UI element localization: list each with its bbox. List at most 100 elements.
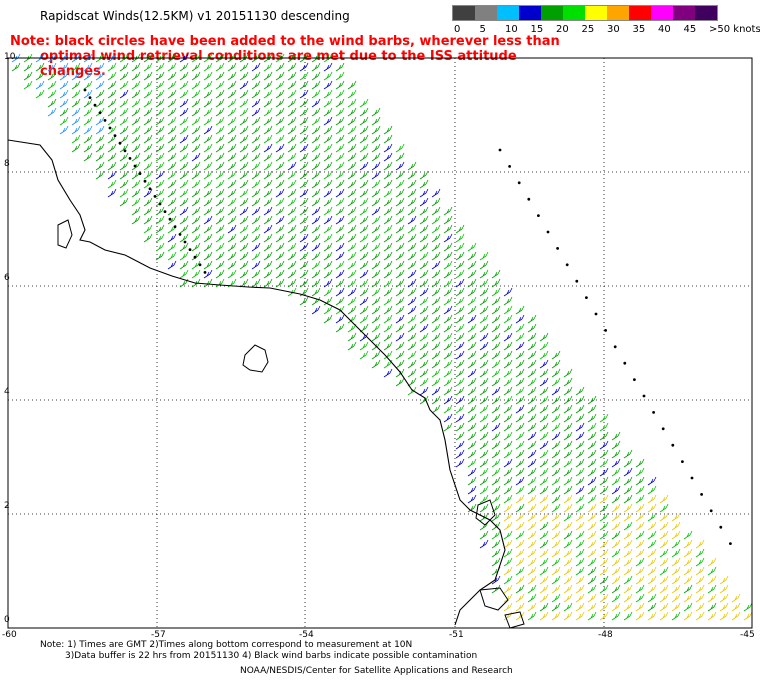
wind-barb	[191, 62, 201, 72]
contamination-dot	[148, 187, 152, 191]
wind-barb	[299, 206, 309, 216]
wind-barb	[359, 152, 369, 162]
wind-barb	[119, 188, 129, 198]
contamination-dot	[633, 378, 636, 381]
wind-barb	[419, 224, 429, 234]
wind-barb	[635, 602, 645, 612]
wind-barb	[299, 260, 309, 270]
latitude-label: 4	[4, 387, 10, 397]
wind-barb	[119, 143, 129, 153]
wind-barb	[479, 377, 489, 387]
wind-barb	[443, 305, 453, 315]
wind-barb	[503, 323, 513, 333]
legend-swatch	[563, 6, 585, 20]
wind-barb	[407, 179, 417, 189]
wind-barb	[179, 89, 189, 99]
wind-barb	[407, 188, 417, 198]
wind-barb	[575, 440, 585, 450]
map-frame	[7, 57, 753, 629]
wind-barb	[407, 251, 417, 261]
wind-barb	[95, 170, 105, 180]
wind-barb	[335, 260, 345, 270]
wind-barb	[491, 503, 501, 513]
wind-barb	[191, 107, 201, 117]
wind-barb	[371, 323, 381, 333]
wind-barb	[695, 611, 705, 621]
wind-barb	[347, 125, 357, 135]
wind-barb	[251, 242, 261, 252]
wind-barb	[407, 368, 417, 378]
wind-barb	[539, 521, 549, 531]
wind-barb	[431, 233, 441, 243]
wind-barb	[311, 224, 321, 234]
wind-barb	[635, 521, 645, 531]
wind-barb	[539, 386, 549, 396]
wind-barb	[731, 611, 741, 621]
wind-barb	[575, 449, 585, 459]
wind-barb	[359, 278, 369, 288]
wind-barb	[671, 557, 681, 567]
wind-barb	[179, 143, 189, 153]
contamination-dot	[652, 411, 655, 414]
wind-barb	[167, 107, 177, 117]
wind-barb	[575, 530, 585, 540]
wind-barb	[335, 323, 345, 333]
wind-barb	[383, 269, 393, 279]
wind-barb	[215, 269, 225, 279]
wind-barb	[191, 89, 201, 99]
wind-barb	[23, 71, 33, 81]
wind-barb	[539, 332, 549, 342]
wind-barb	[203, 143, 213, 153]
wind-barb	[527, 575, 537, 585]
wind-barb	[167, 161, 177, 171]
wind-barb	[659, 602, 669, 612]
wind-barb	[431, 251, 441, 261]
wind-barb	[119, 116, 129, 126]
wind-barb	[215, 125, 225, 135]
wind-barb	[587, 413, 597, 423]
wind-barb	[575, 584, 585, 594]
wind-barb	[179, 62, 189, 72]
wind-barb	[71, 89, 81, 99]
wind-barb	[215, 179, 225, 189]
wind-barb	[563, 458, 573, 468]
contamination-dot	[198, 263, 202, 267]
legend-label: 5	[479, 24, 486, 35]
wind-barb	[515, 350, 525, 360]
wind-barb	[167, 116, 177, 126]
wind-barb	[299, 242, 309, 252]
wind-barb	[215, 260, 225, 270]
wind-barb	[383, 224, 393, 234]
wind-barb	[587, 611, 597, 621]
wind-barb	[215, 197, 225, 207]
wind-barb	[203, 116, 213, 126]
wind-barb	[551, 377, 561, 387]
wind-barb	[503, 395, 513, 405]
wind-barb	[611, 539, 621, 549]
wind-barb	[347, 98, 357, 108]
wind-barb	[539, 548, 549, 558]
wind-barb	[431, 377, 441, 387]
legend-swatch	[695, 6, 717, 20]
wind-barb	[275, 179, 285, 189]
wind-barb	[215, 224, 225, 234]
wind-barb	[131, 188, 141, 198]
wind-barb	[299, 143, 309, 153]
wind-barb	[695, 539, 705, 549]
wind-barb	[203, 71, 213, 81]
wind-barb	[179, 98, 189, 108]
wind-barb	[515, 530, 525, 540]
wind-barb	[227, 260, 237, 270]
wind-barb	[179, 242, 189, 252]
wind-barb	[587, 539, 597, 549]
contamination-dot	[98, 111, 102, 115]
wind-barb	[383, 206, 393, 216]
wind-barb	[143, 152, 153, 162]
wind-barb	[35, 62, 45, 72]
wind-barb	[107, 188, 117, 198]
contamination-dot	[537, 214, 540, 218]
wind-barb	[263, 89, 273, 99]
wind-barb	[479, 350, 489, 360]
wind-barb	[59, 125, 69, 135]
wind-barb	[143, 71, 153, 81]
